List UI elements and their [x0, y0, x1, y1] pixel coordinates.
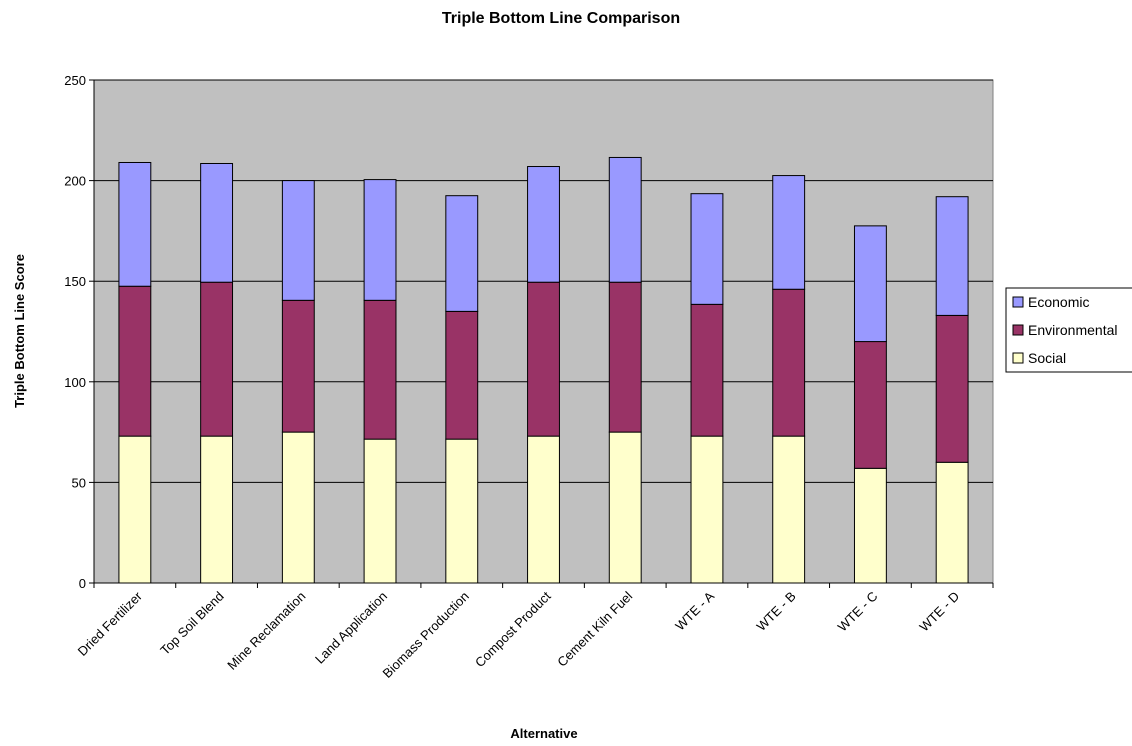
bar-environmental: [690, 303, 724, 437]
bar-environmental: [200, 281, 234, 437]
bar-economic: [281, 180, 315, 301]
legend-box: [1005, 287, 1132, 373]
bar-social: [772, 435, 806, 584]
bar-economic: [527, 166, 560, 283]
legend-swatch-environmental: [1012, 324, 1024, 336]
x-tick-label: WTE - C: [835, 589, 881, 635]
bar-economic: [772, 175, 806, 290]
bar-social: [935, 461, 969, 584]
bar-social: [527, 435, 560, 584]
bar-social: [363, 438, 397, 584]
x-tick-label: Compost Product: [472, 588, 554, 670]
x-tick-label: WTE - B: [753, 589, 798, 634]
x-tick-label: WTE - D: [916, 589, 962, 635]
legend-swatch-economic: [1012, 296, 1024, 308]
y-axis-title: Triple Bottom Line Score: [12, 254, 27, 408]
bar-social: [608, 431, 642, 584]
bar-environmental: [608, 281, 642, 433]
legend-label-economic: Economic: [1028, 294, 1089, 310]
x-tick-label: Top Soil Blend: [157, 589, 226, 658]
bars: [118, 156, 969, 584]
bar-environmental: [281, 299, 315, 433]
y-tick-label: 150: [64, 274, 86, 289]
y-tick-label: 50: [72, 475, 86, 490]
bar-environmental: [363, 299, 397, 440]
bar-environmental: [935, 314, 969, 463]
bar-economic: [935, 196, 969, 316]
bar-social: [690, 435, 724, 584]
x-tick-label: Mine Reclamation: [224, 589, 308, 673]
legend-swatch-social: [1012, 352, 1024, 364]
y-tick-label: 100: [64, 375, 86, 390]
y-tick-label: 0: [79, 576, 86, 591]
bar-environmental: [772, 288, 806, 437]
bar-social: [200, 435, 234, 584]
bar-environmental: [118, 285, 152, 437]
bar-social: [853, 467, 887, 584]
legend-label-social: Social: [1028, 350, 1066, 366]
x-tick-label: Land Application: [312, 589, 390, 667]
axes: [93, 80, 993, 584]
y-tick-label: 250: [64, 73, 86, 88]
bar-social: [445, 438, 479, 584]
chart-title: Triple Bottom Line Comparison: [442, 10, 680, 27]
bar-economic: [363, 179, 397, 301]
bar-environmental: [527, 281, 560, 437]
x-axis-title: Alternative: [510, 726, 577, 741]
bar-economic: [853, 225, 887, 343]
bar-economic: [200, 162, 234, 283]
bar-environmental: [445, 310, 479, 440]
x-tick-label: Dried Fertilizer: [75, 588, 146, 659]
bar-economic: [690, 193, 724, 305]
x-tick-label: Cement Kiln Fuel: [554, 588, 635, 669]
bar-social: [281, 431, 315, 584]
legend: Economic Environmental Social: [1005, 287, 1132, 373]
y-tick-labels: 0 50 100 150 200 250: [64, 73, 94, 591]
bar-economic: [608, 156, 642, 283]
bar-environmental: [853, 341, 887, 469]
x-tick-label: Biomass Production: [380, 589, 472, 681]
legend-label-environmental: Environmental: [1028, 322, 1118, 338]
bar-economic: [118, 161, 152, 287]
x-tick-label: WTE - A: [672, 588, 717, 633]
bar-social: [118, 435, 152, 584]
bar-economic: [445, 195, 479, 312]
y-tick-label: 200: [64, 174, 86, 189]
